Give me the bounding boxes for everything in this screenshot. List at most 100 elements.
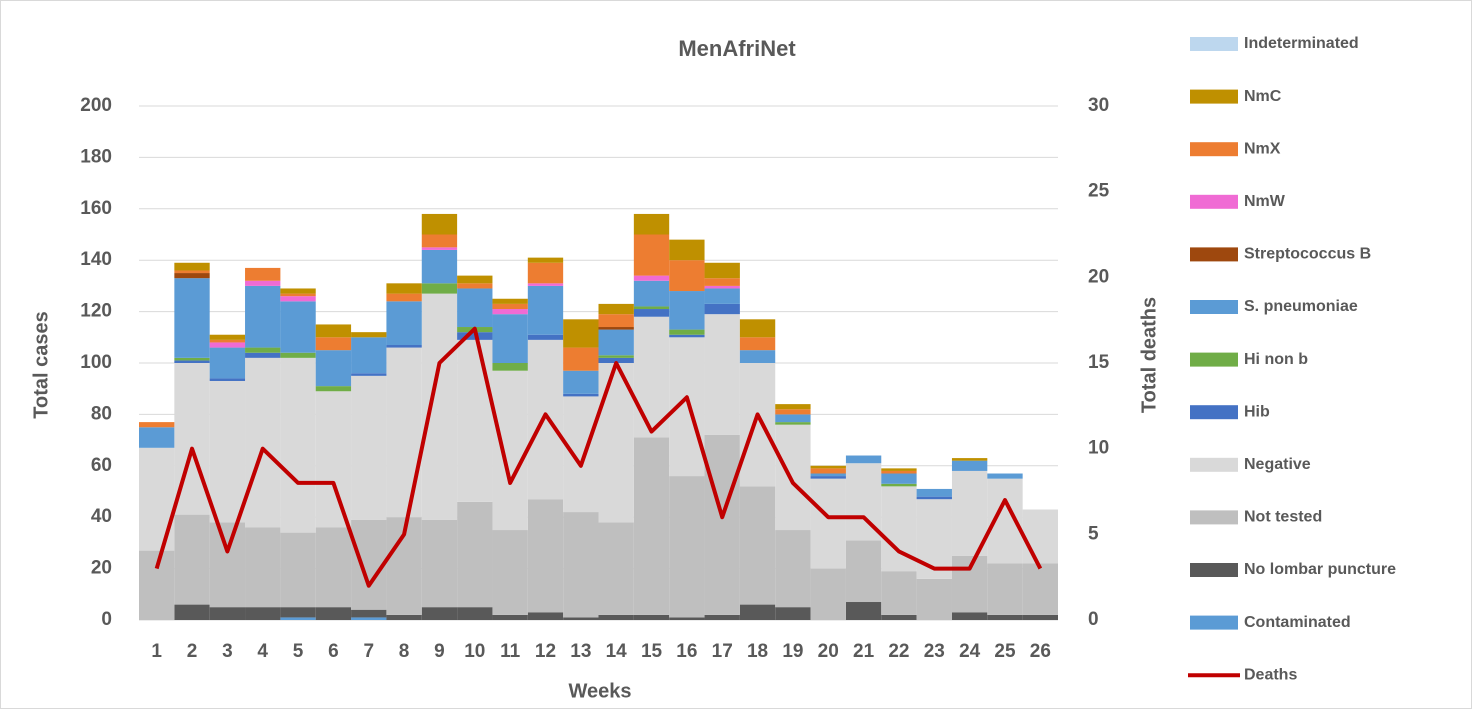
x-tick-label: 10 xyxy=(464,641,485,662)
bar-segment xyxy=(280,288,316,294)
bar-segment xyxy=(669,239,705,261)
y-tick-label: 60 xyxy=(91,455,112,476)
bar-segment xyxy=(351,332,387,338)
bar-segment xyxy=(527,285,564,335)
x-tick-label: 3 xyxy=(222,641,233,662)
bar-segment xyxy=(845,455,882,464)
line xyxy=(154,326,1043,588)
bar-segment xyxy=(527,283,564,286)
bar-segment xyxy=(1022,614,1058,620)
bar-segment xyxy=(739,363,776,487)
bar-segment xyxy=(951,612,988,620)
bar-segment xyxy=(492,303,528,310)
legend-swatch xyxy=(1190,405,1238,420)
y2-tick-label: 20 xyxy=(1088,266,1109,287)
legend-swatch xyxy=(1190,563,1238,577)
bar-segment xyxy=(421,607,458,620)
legend-label: Hi non b xyxy=(1244,351,1308,368)
bar-segment xyxy=(280,617,316,620)
legend-label: Not tested xyxy=(1244,509,1322,526)
bar-segment xyxy=(987,473,1023,479)
bar-segment xyxy=(527,612,564,620)
legend-label: NmX xyxy=(1244,140,1281,157)
bar-segment xyxy=(492,370,528,531)
bar-segment xyxy=(739,486,776,605)
bar-segment xyxy=(209,334,246,340)
bar-segment xyxy=(492,309,528,315)
y2-tick-label: 5 xyxy=(1088,523,1099,544)
x-tick-label: 14 xyxy=(606,641,628,662)
bar-segment xyxy=(916,499,952,579)
legend-label: Streptococcus B xyxy=(1244,246,1371,263)
x-tick-label: 7 xyxy=(363,641,374,662)
x-tick-label: 9 xyxy=(434,641,445,662)
bar-segment xyxy=(351,373,387,376)
bar-segment xyxy=(845,540,882,603)
bar-segment xyxy=(739,350,776,363)
bar-segment xyxy=(810,465,846,469)
bar-segment xyxy=(916,578,952,620)
bar-segment xyxy=(951,460,988,471)
bar-segment xyxy=(704,278,740,286)
legend-swatch xyxy=(1190,194,1238,209)
y-axis-label: Total cases xyxy=(30,311,52,418)
bar-segment xyxy=(563,393,599,397)
legend-swatch xyxy=(1190,142,1238,157)
bar-segment xyxy=(633,306,670,310)
bar-segment xyxy=(457,339,493,502)
bar-segment xyxy=(669,476,705,618)
bar-segment xyxy=(669,291,705,330)
bar-segment xyxy=(209,607,246,620)
bar-segment xyxy=(704,262,740,279)
legend-label: Contaminated xyxy=(1244,614,1351,631)
bar-segment xyxy=(810,468,846,474)
bar-segment xyxy=(916,488,952,497)
bar-segment xyxy=(245,347,281,353)
bar-segment xyxy=(987,614,1023,620)
bar-segment xyxy=(280,352,316,358)
bar-segment xyxy=(598,329,634,356)
bar-segment xyxy=(245,267,281,281)
bar-segment xyxy=(704,614,740,620)
bar-segment xyxy=(810,568,846,620)
bar-segment xyxy=(386,283,422,294)
bar-segment xyxy=(209,380,246,523)
bar-segment xyxy=(139,427,175,448)
bar-segment xyxy=(315,527,352,608)
y2-tick-label: 30 xyxy=(1088,95,1109,116)
bar-segment xyxy=(209,339,246,343)
bar-segment xyxy=(280,293,316,297)
bar-segment xyxy=(421,234,458,248)
bar-segment xyxy=(951,458,988,461)
bar-segment xyxy=(1022,563,1058,615)
bar-segment xyxy=(563,617,599,620)
x-tick-label: 1 xyxy=(151,641,162,662)
bar-segment xyxy=(174,514,210,605)
bar-segment xyxy=(1022,509,1058,564)
bar-segment xyxy=(457,283,493,289)
bar-segment xyxy=(527,262,564,284)
legend-swatch xyxy=(1190,457,1238,472)
bar-segment xyxy=(704,303,740,315)
bar-segment xyxy=(280,296,316,302)
bar-segment xyxy=(174,604,210,620)
bar-segment xyxy=(739,319,776,338)
y-tick-label: 40 xyxy=(91,506,112,527)
bar-segment xyxy=(881,571,917,615)
bar-segment xyxy=(492,363,528,371)
bar-segment xyxy=(457,501,493,608)
x-tick-label: 18 xyxy=(747,641,768,662)
y2-tick-label: 15 xyxy=(1088,352,1110,373)
bar-segment xyxy=(881,473,917,484)
legend-swatch xyxy=(1190,615,1238,630)
bar-segment xyxy=(987,563,1023,615)
bar-segment xyxy=(209,347,246,379)
bar-segment xyxy=(386,347,422,518)
bar-segment xyxy=(810,478,846,569)
bar-segment xyxy=(245,607,281,620)
bar-segment xyxy=(633,275,670,281)
bar-segment xyxy=(139,447,175,551)
bar-segment xyxy=(739,604,776,620)
bar-segment xyxy=(633,309,670,317)
bar-segment xyxy=(386,345,422,348)
